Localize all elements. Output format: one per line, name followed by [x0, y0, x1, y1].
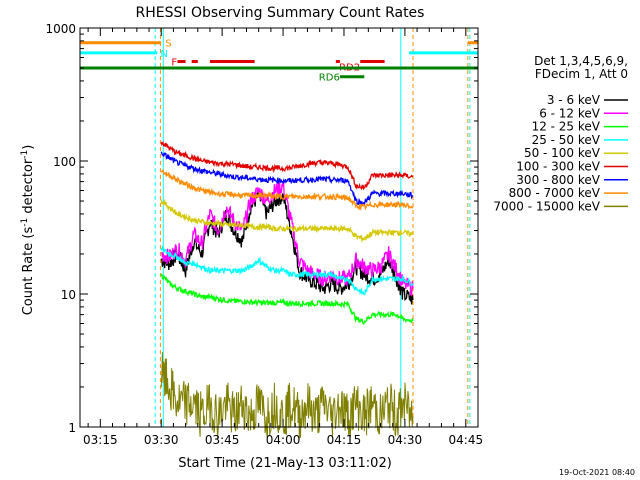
legend-label-5: 100 - 300 keV	[516, 160, 600, 174]
plot-area: SNFRD2RD6 1 10 100 1000 03:15 03:30 03:45 04:0…	[45, 22, 483, 447]
timestamp: 19-Oct-2021 08:40	[559, 468, 635, 477]
legend-label-6: 300 - 800 keV	[516, 173, 600, 187]
series-lines	[160, 141, 414, 439]
plot-frame	[79, 27, 479, 428]
legend-label-2: 12 - 25 keV	[532, 120, 601, 134]
legend-label-3: 25 - 50 keV	[532, 133, 601, 147]
y-axis-label-main: Count Rate (s	[21, 227, 36, 316]
x-tick-label-5: 04:30	[388, 433, 423, 447]
y-axis-label: Count Rate (s-1 detector-1)	[20, 145, 36, 316]
series-line-12-25-kev	[160, 273, 414, 325]
x-tick-label-6: 04:45	[449, 433, 484, 447]
series-line-6-12-kev	[161, 180, 414, 297]
y-axis-label-exp2: -1	[20, 150, 30, 159]
state-label-rd6: RD6	[319, 73, 340, 84]
series-line-3-6-kev	[160, 189, 414, 305]
y-tick-label-3: 1000	[45, 22, 76, 36]
x-axis-label: Start Time (21-May-13 03:11:02)	[178, 456, 392, 471]
x-tick-label-0: 03:15	[83, 433, 118, 447]
state-label-f: F	[171, 57, 177, 68]
y-axis-label-mid: detector	[21, 158, 36, 218]
chart-title: RHESSI Observing Summary Count Rates	[136, 5, 425, 21]
y-tick-label-0: 1	[68, 421, 76, 435]
legend-header-1: Det 1,3,4,5,6,9,	[534, 54, 628, 68]
series-line-300-800-kev	[160, 151, 414, 207]
legend-label-0: 3 - 6 keV	[547, 93, 601, 107]
y-tick-label-1: 10	[61, 288, 76, 302]
y-axis-ticks: 1 10 100 1000	[45, 22, 478, 435]
x-axis-ticks: 03:15 03:30 03:45 04:00 04:15 04:30 04:45	[83, 28, 483, 447]
state-label-n: N	[160, 49, 167, 60]
legend-label-8: 7000 - 15000 keV	[493, 199, 600, 213]
x-tick-label-2: 03:45	[205, 433, 240, 447]
x-tick-label-1: 03:30	[144, 433, 179, 447]
series-line-50-100-kev	[160, 198, 414, 244]
x-tick-label-3: 04:00	[266, 433, 301, 447]
x-tick-label-4: 04:15	[327, 433, 362, 447]
legend-label-4: 50 - 100 keV	[524, 146, 601, 160]
legend-label-7: 800 - 7000 keV	[509, 186, 601, 200]
y-axis-label-end: )	[21, 145, 36, 150]
legend-label-1: 6 - 12 keV	[539, 106, 601, 120]
state-bars: SNFRD2RD6	[80, 39, 478, 84]
y-axis-label-exp1: -1	[20, 218, 30, 227]
series-line-7000-15000-kev	[160, 352, 414, 439]
series-line-100-300-kev	[160, 141, 414, 191]
series-line-800-7000-kev	[160, 169, 414, 211]
state-label-s: S	[165, 39, 171, 50]
y-tick-label-2: 100	[53, 155, 76, 169]
legend: Det 1,3,4,5,6,9, FDecim 1, Att 0 3 - 6 k…	[493, 54, 628, 213]
series-line-25-50-kev	[160, 244, 414, 296]
legend-header-2: FDecim 1, Att 0	[535, 67, 628, 81]
